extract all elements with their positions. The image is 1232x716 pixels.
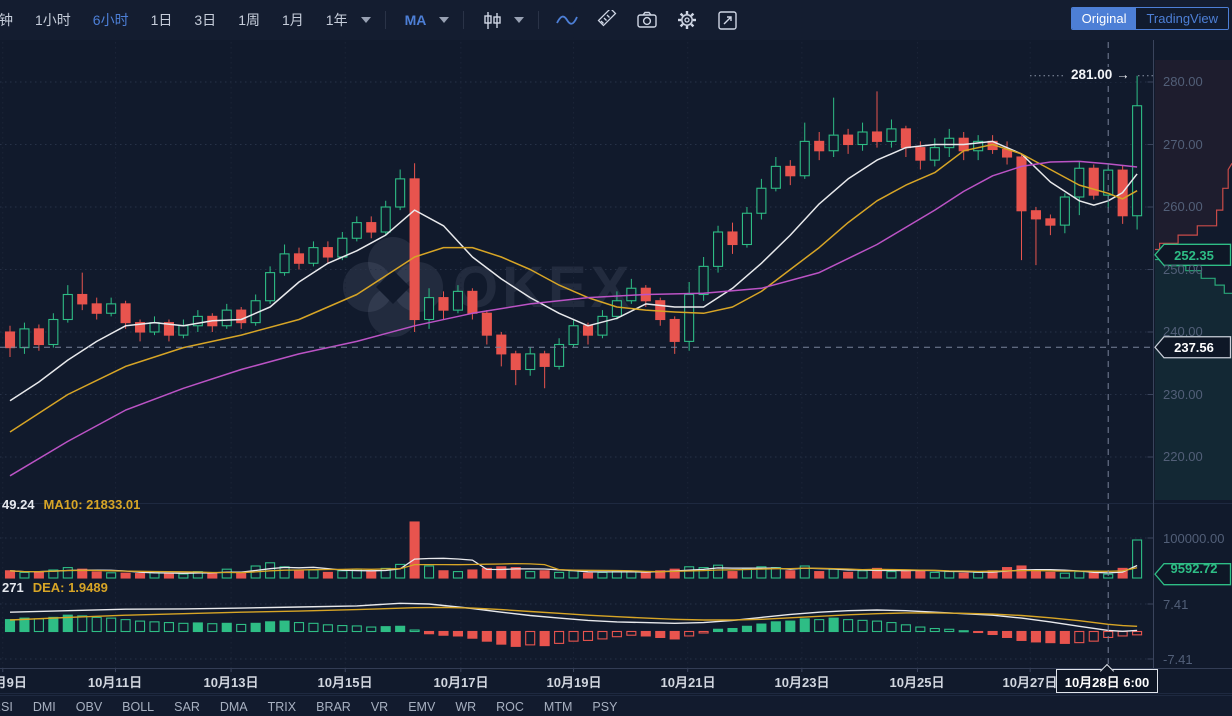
x-axis-label: 10月13日 xyxy=(203,675,259,690)
macd-axis-tick-top: 7.41 xyxy=(1163,597,1189,612)
price-axis-label: 260.00 xyxy=(1163,199,1203,214)
x-axis-label: 10月19日 xyxy=(546,675,602,690)
x-axis-label: 10月27日 xyxy=(1002,675,1058,690)
candles xyxy=(4,75,1143,389)
volume-info-row: 49.24 MA10: 21833.01 xyxy=(2,497,140,512)
toolbar: 分钟 1小时 6小时 1日 3日 1周 1月 1年 MA xyxy=(0,0,1232,40)
indicator-item-brar[interactable]: BRAR xyxy=(316,699,351,714)
x-axis-label: 10月25日 xyxy=(889,675,945,690)
x-axis-label: 10月9日 xyxy=(0,675,27,690)
indicator-item-vr[interactable]: VR xyxy=(370,699,389,714)
price-axis-label: 230.00 xyxy=(1163,387,1203,402)
interval-minutes[interactable]: 分钟 xyxy=(0,12,13,28)
toolbar-separator xyxy=(538,11,540,29)
price-axis-label: 240.00 xyxy=(1163,324,1203,339)
x-axis-label: 10月17日 xyxy=(433,675,489,690)
price-axis-label: 280.00 xyxy=(1163,74,1203,89)
volume-ma5-value: 49.24 xyxy=(2,497,35,512)
indicator-item-trix[interactable]: TRIX xyxy=(267,699,297,714)
indicator-item-rsi[interactable]: RSI xyxy=(0,699,13,714)
indicator-item-wr[interactable]: WR xyxy=(455,699,477,714)
indicator-item-roc[interactable]: ROC xyxy=(496,699,524,714)
price-axis-label: 250.00 xyxy=(1163,262,1203,277)
macd-dea-value: DEA: 1.9489 xyxy=(32,580,108,595)
indicator-item-emv[interactable]: EMV xyxy=(408,699,436,714)
session-high-label: 281.00 → xyxy=(1066,67,1135,82)
indicator-item-dma[interactable]: DMA xyxy=(219,699,248,714)
indicator-bar: RSI DMI OBV BOLL SAR DMA TRIX BRAR VR EMV WR ROC MTM… xyxy=(0,695,1232,716)
price-axis-label: 270.00 xyxy=(1163,137,1203,152)
indicator-item-psy[interactable]: PSY xyxy=(592,699,618,714)
ruler-icon[interactable] xyxy=(596,9,618,31)
arrow-right-icon: → xyxy=(1116,67,1130,82)
ma-overlay-selector[interactable]: MA xyxy=(404,12,427,28)
indicator-item-sar[interactable]: SAR xyxy=(174,699,200,714)
macd-axis-tick-bottom: -7.41 xyxy=(1163,652,1193,667)
x-axis-label: 10月15日 xyxy=(317,675,373,690)
indicator-item-obv[interactable]: OBV xyxy=(75,699,103,714)
crosshair-price-badge: 237.56 xyxy=(1174,340,1214,355)
indicator-item-dmi[interactable]: DMI xyxy=(32,699,56,714)
macd-dif-value: 271 xyxy=(2,580,24,595)
volume-axis-tick: 100000.00 xyxy=(1163,531,1225,546)
time-axis[interactable]: 10月9日 10月11日 10月13日 10月15日 10月17日 10月19日 10月21… xyxy=(0,669,1232,693)
x-axis-label: 10月23日 xyxy=(774,675,830,690)
candle-style-icon[interactable] xyxy=(481,9,503,31)
x-axis-label: 10月21日 xyxy=(660,675,716,690)
interval-1d[interactable]: 1日 xyxy=(150,12,173,28)
toolbar-separator xyxy=(384,11,386,29)
interval-1w[interactable]: 1周 xyxy=(238,12,260,28)
interval-1mo[interactable]: 1月 xyxy=(281,12,304,28)
toolbar-separator xyxy=(463,11,465,29)
interval-3d[interactable]: 3日 xyxy=(194,12,217,28)
candle-style-caret-icon[interactable] xyxy=(514,17,525,23)
interval-dropdown-caret-icon[interactable] xyxy=(360,17,371,23)
camera-icon[interactable] xyxy=(636,9,658,31)
volume-ma10-value: MA10: 21833.01 xyxy=(43,497,141,512)
x-axis-label: 10月11日 xyxy=(87,675,143,690)
indicator-item-mtm[interactable]: MTM xyxy=(543,699,573,714)
crosshair-volume-badge: 9592.72 xyxy=(1170,561,1218,576)
ma-dropdown-caret-icon[interactable] xyxy=(439,17,450,23)
macd-info-row: 271 DEA: 1.9489 xyxy=(2,580,108,595)
interval-1y[interactable]: 1年 xyxy=(325,12,348,28)
settings-gear-icon[interactable] xyxy=(676,9,698,31)
line-chart-icon[interactable] xyxy=(556,9,579,31)
price-axis-label: 220.00 xyxy=(1163,449,1203,464)
view-toggle-tradingview[interactable]: TradingView xyxy=(1136,8,1228,29)
view-toggle-original[interactable]: Original xyxy=(1071,8,1137,29)
interval-1h[interactable]: 1小时 xyxy=(35,12,71,28)
fullscreen-icon[interactable] xyxy=(716,9,738,31)
interval-6h[interactable]: 6小时 xyxy=(92,12,129,28)
view-toggle: Original TradingView xyxy=(1070,7,1229,30)
indicator-item-boll[interactable]: BOLL xyxy=(122,699,155,714)
last-price-badge: 252.35 xyxy=(1174,248,1214,263)
